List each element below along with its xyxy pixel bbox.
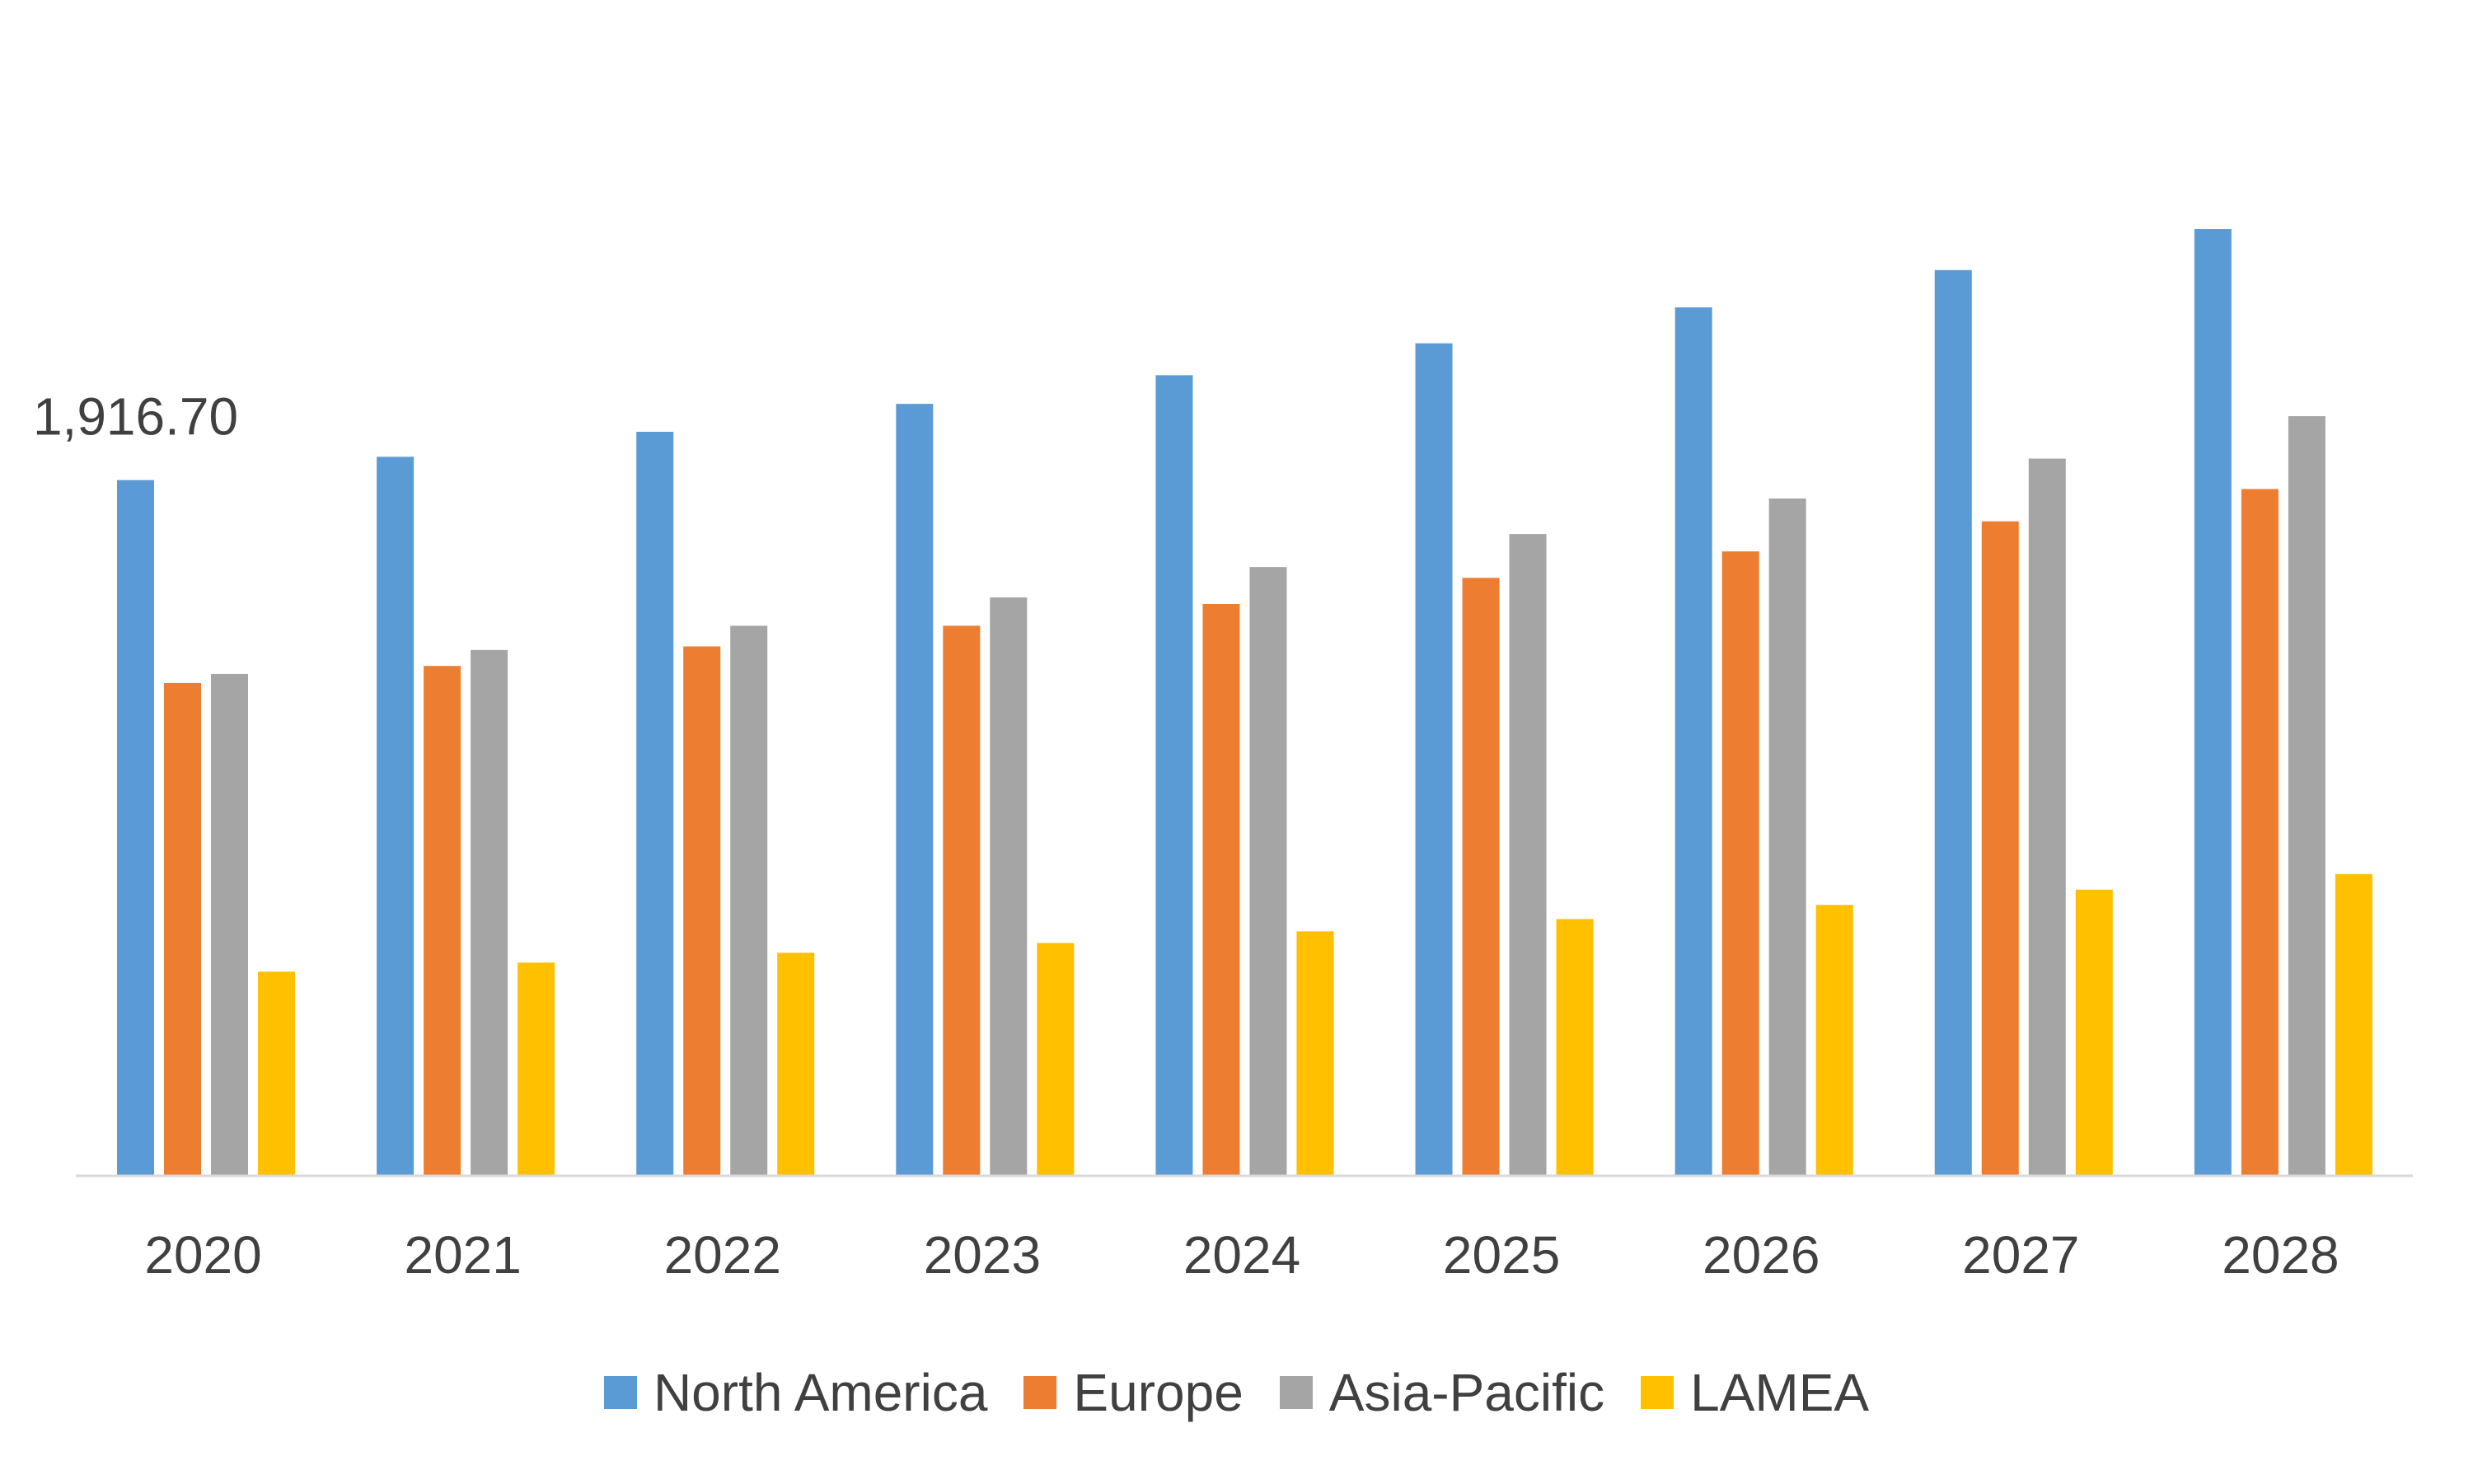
bar-north-america-2025 xyxy=(1415,343,1453,1175)
x-tick-label: 2027 xyxy=(1962,1225,2079,1285)
data-label: 1,916.70 xyxy=(33,387,238,447)
bar-asia-pacific-2023 xyxy=(990,597,1028,1175)
legend-item-north-america: North America xyxy=(603,1362,988,1423)
bar-north-america-2027 xyxy=(1934,269,1972,1175)
bar-north-america-2026 xyxy=(1674,307,1712,1176)
x-tick-label: 2022 xyxy=(664,1225,781,1285)
bar-lamea-2022 xyxy=(777,953,815,1175)
bar-asia-pacific-2020 xyxy=(211,673,248,1175)
bar-asia-pacific-2028 xyxy=(2288,416,2325,1176)
bar-asia-pacific-2022 xyxy=(730,625,768,1175)
bar-europe-2026 xyxy=(1721,551,1759,1175)
chart-legend: North America Europe Asia-Pacific LAMEA xyxy=(0,1351,2473,1434)
legend-swatch xyxy=(1641,1376,1674,1409)
bar-north-america-2020 xyxy=(117,480,154,1175)
legend-item-europe: Europe xyxy=(1023,1362,1244,1423)
bar-lamea-2028 xyxy=(2335,873,2372,1175)
legend-swatch xyxy=(1023,1376,1057,1409)
bar-europe-2024 xyxy=(1202,604,1240,1175)
legend-label: Asia-Pacific xyxy=(1328,1363,1605,1422)
legend-item-asia-pacific: Asia-Pacific xyxy=(1279,1362,1605,1423)
bar-asia-pacific-2027 xyxy=(2028,458,2066,1175)
legend-label: LAMEA xyxy=(1690,1363,1870,1422)
bar-asia-pacific-2021 xyxy=(471,649,508,1175)
bar-europe-2021 xyxy=(424,666,461,1175)
bar-lamea-2026 xyxy=(1815,905,1853,1175)
bar-europe-2025 xyxy=(1462,578,1500,1175)
bar-lamea-2027 xyxy=(2075,889,2113,1175)
bar-lamea-2024 xyxy=(1296,931,1334,1175)
bar-europe-2022 xyxy=(683,646,721,1175)
x-tick-label: 2026 xyxy=(1703,1225,1820,1285)
bar-asia-pacific-2024 xyxy=(1249,567,1287,1175)
bar-asia-pacific-2026 xyxy=(1768,498,1806,1175)
bar-europe-2028 xyxy=(2241,489,2279,1175)
x-tick-label: 2023 xyxy=(924,1225,1041,1285)
bar-lamea-2025 xyxy=(1556,919,1594,1175)
x-tick-label: 2025 xyxy=(1443,1225,1560,1285)
bar-north-america-2028 xyxy=(2194,229,2232,1175)
bar-europe-2020 xyxy=(164,682,201,1175)
bar-north-america-2022 xyxy=(636,432,674,1175)
bar-europe-2023 xyxy=(943,625,981,1175)
bar-north-america-2021 xyxy=(377,456,415,1175)
bar-lamea-2021 xyxy=(518,962,555,1175)
x-tick-label: 2021 xyxy=(404,1225,521,1285)
legend-swatch xyxy=(1279,1376,1313,1409)
bar-asia-pacific-2025 xyxy=(1509,534,1547,1175)
bar-lamea-2020 xyxy=(258,971,295,1175)
bar-north-america-2024 xyxy=(1155,375,1193,1175)
legend-label: North America xyxy=(653,1363,988,1422)
x-tick-label: 2028 xyxy=(2222,1225,2339,1285)
x-tick-label: 2020 xyxy=(144,1225,261,1285)
bar-north-america-2023 xyxy=(896,404,934,1175)
bar-europe-2027 xyxy=(1981,521,2019,1175)
x-tick-label: 2024 xyxy=(1183,1225,1300,1285)
legend-item-lamea: LAMEA xyxy=(1641,1362,1869,1423)
legend-swatch xyxy=(603,1376,637,1409)
bar-lamea-2023 xyxy=(1037,943,1075,1175)
legend-label: Europe xyxy=(1073,1363,1244,1422)
